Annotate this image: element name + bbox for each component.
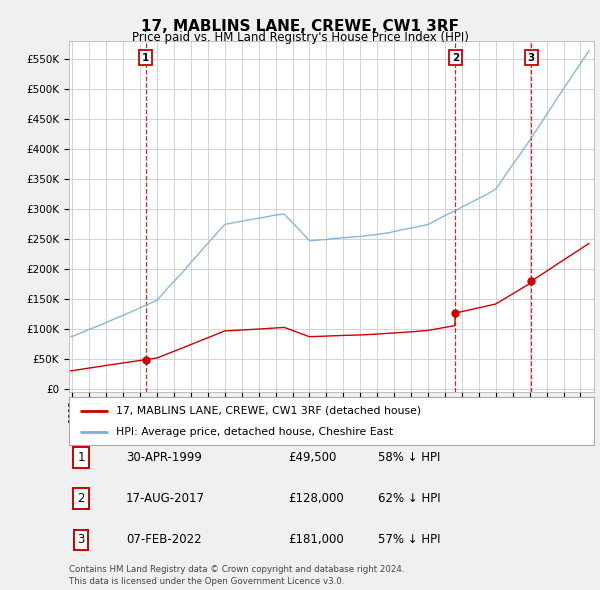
Text: 2: 2 <box>77 492 85 505</box>
Text: 17-AUG-2017: 17-AUG-2017 <box>126 492 205 505</box>
Text: 17, MABLINS LANE, CREWE, CW1 3RF: 17, MABLINS LANE, CREWE, CW1 3RF <box>141 19 459 34</box>
Text: 58% ↓ HPI: 58% ↓ HPI <box>378 451 440 464</box>
Text: £128,000: £128,000 <box>288 492 344 505</box>
Text: 57% ↓ HPI: 57% ↓ HPI <box>378 533 440 546</box>
Text: This data is licensed under the Open Government Licence v3.0.: This data is licensed under the Open Gov… <box>69 577 344 586</box>
Text: 17, MABLINS LANE, CREWE, CW1 3RF (detached house): 17, MABLINS LANE, CREWE, CW1 3RF (detach… <box>116 405 421 415</box>
Text: 3: 3 <box>528 53 535 63</box>
Text: 62% ↓ HPI: 62% ↓ HPI <box>378 492 440 505</box>
Text: HPI: Average price, detached house, Cheshire East: HPI: Average price, detached house, Ches… <box>116 427 394 437</box>
Text: 3: 3 <box>77 533 85 546</box>
Text: 30-APR-1999: 30-APR-1999 <box>126 451 202 464</box>
Text: 2: 2 <box>452 53 459 63</box>
Text: 1: 1 <box>142 53 149 63</box>
Text: £181,000: £181,000 <box>288 533 344 546</box>
Text: 07-FEB-2022: 07-FEB-2022 <box>126 533 202 546</box>
Text: Contains HM Land Registry data © Crown copyright and database right 2024.: Contains HM Land Registry data © Crown c… <box>69 565 404 574</box>
Text: £49,500: £49,500 <box>288 451 337 464</box>
Text: Price paid vs. HM Land Registry's House Price Index (HPI): Price paid vs. HM Land Registry's House … <box>131 31 469 44</box>
Text: 1: 1 <box>77 451 85 464</box>
